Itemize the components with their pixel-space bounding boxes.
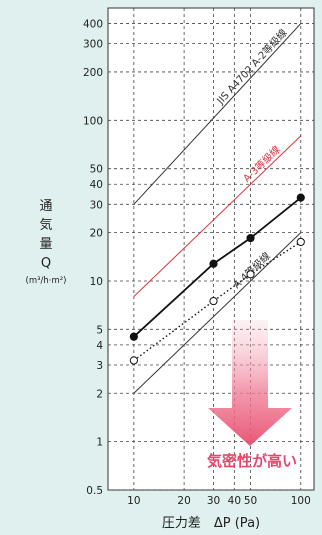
y-tick-label: 0.5 xyxy=(86,485,103,497)
data-point xyxy=(129,356,138,365)
y-tick-label: 50 xyxy=(90,164,103,176)
boundary-line xyxy=(133,23,302,205)
x-tick-label: 40 xyxy=(228,495,241,507)
y-tick-label: 10 xyxy=(90,276,103,288)
data-point xyxy=(129,332,138,341)
boundary-line xyxy=(133,232,302,394)
y-tick-label: 30 xyxy=(90,199,103,211)
y-axis-label-char: 気 xyxy=(39,217,52,233)
grid xyxy=(108,8,314,491)
series-line xyxy=(133,196,302,338)
y-tick-label: 300 xyxy=(83,39,103,51)
down-arrow-icon xyxy=(208,320,292,446)
y-tick-label: 100 xyxy=(83,115,103,127)
y-tick-label: 3 xyxy=(96,360,103,372)
x-tick-label: 100 xyxy=(291,495,311,507)
y-tick-label: 20 xyxy=(90,228,103,240)
arrow-shape xyxy=(208,320,292,446)
x-tick-label: 10 xyxy=(127,495,140,507)
y-axis-label-char: 量 xyxy=(39,237,52,252)
data-point xyxy=(209,259,218,268)
tick-labels: 10 20 30 40 50 1000.5123451020304050100200300… xyxy=(83,19,311,507)
y-tick-label: 1 xyxy=(96,437,103,449)
x-tick-label: 50 xyxy=(244,495,257,507)
data-point xyxy=(246,233,255,243)
y-tick-label: 40 xyxy=(90,179,103,191)
y-tick-label: 4 xyxy=(96,340,103,352)
data-point xyxy=(296,193,305,202)
y-tick-label: 2 xyxy=(96,388,103,400)
y-tick-label: 400 xyxy=(83,19,103,31)
data-point xyxy=(246,270,255,279)
x-axis-label: 圧力差 ΔP (Pa) xyxy=(162,516,260,531)
x-tick-label: 20 xyxy=(177,495,190,507)
data-point xyxy=(209,296,218,306)
callout-text: 気密性が高い xyxy=(207,452,297,470)
y-axis-unit: (m³/h·m²) xyxy=(26,276,67,286)
boundary-line xyxy=(133,135,302,297)
data-series: 気密性が高い xyxy=(129,193,305,470)
y-axis-label-char: Q xyxy=(41,256,51,271)
x-tick-label: 30 xyxy=(207,495,220,507)
data-point xyxy=(296,237,305,247)
y-axis-label-char: 通 xyxy=(39,199,52,214)
y-tick-label: 5 xyxy=(96,324,103,336)
y-tick-label: 200 xyxy=(83,67,103,79)
